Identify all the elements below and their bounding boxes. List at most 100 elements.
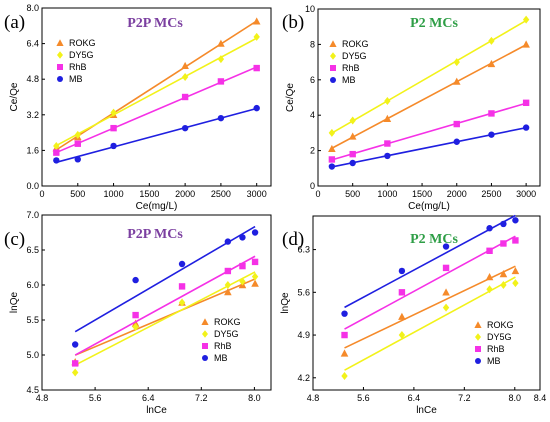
x-axis-label: lnCe: [146, 405, 167, 416]
x-tick-label: 3000: [516, 189, 536, 199]
legend-marker-mb: [475, 358, 481, 364]
panel-a: 0 500 1000 1500 2000 2500 3000 0.0 1.6 3.2 4.8 6.4 8…: [4, 3, 272, 212]
data-point-rhb-square: [349, 150, 356, 158]
legend: ROKG DY5G RhB MB: [201, 317, 241, 363]
y-tick-label: 5.0: [26, 350, 39, 360]
data-point-mb-circle: [398, 267, 406, 275]
x-tick-label: 8.0: [248, 393, 261, 403]
data-point-dy5g-diamond: [74, 130, 81, 139]
data-point-rhb-square: [328, 156, 336, 163]
data-point-rhb-square: [132, 311, 139, 319]
legend-label: RhB: [69, 62, 87, 72]
y-tick-label: 2: [310, 146, 315, 156]
panel-label: (a): [4, 12, 25, 33]
data-point-rokg-triangle: [251, 279, 259, 287]
x-axis-label: Ce(mg/L): [136, 201, 178, 212]
x-tick-label: 500: [345, 189, 360, 199]
y-tick-label: 4: [310, 110, 315, 120]
data-point-dy5g-diamond: [522, 15, 530, 24]
data-point-rhb-square: [53, 149, 60, 156]
data-point-mb-circle: [328, 163, 336, 170]
data-point-dy5g-diamond: [328, 128, 336, 137]
panel-label: (d): [282, 229, 304, 250]
x-tick-label: 0: [315, 189, 320, 199]
data-point-rokg-triangle: [499, 270, 508, 278]
y-axis-label: lnQe: [9, 292, 20, 314]
legend-label: RhB: [487, 344, 505, 354]
data-point-rhb-square: [486, 247, 493, 254]
data-point-rokg-triangle: [224, 288, 232, 296]
data-point-dy5g-diamond: [217, 55, 225, 64]
fit-line-rhb: [55, 66, 258, 154]
data-point-rokg-triangle: [452, 77, 461, 85]
legend-label: MB: [342, 75, 356, 85]
data-point-dy5g-diamond: [442, 303, 450, 312]
legend-label: ROKG: [342, 39, 369, 49]
data-point-mb-circle: [384, 152, 391, 160]
panel-title: P2P MCs: [127, 227, 183, 242]
data-point-mb-circle: [488, 131, 495, 138]
data-point-mb-circle: [132, 276, 139, 284]
y-tick-label: 8: [310, 39, 315, 49]
data-point-rhb-square: [74, 140, 81, 147]
y-tick-label: 4.2: [297, 373, 310, 383]
data-point-dy5g-diamond: [224, 281, 232, 289]
data-point-rhb-square: [384, 140, 391, 147]
y-tick-label: 10: [305, 4, 315, 14]
plot-frame: [41, 214, 272, 391]
panel-title: P2P MCs: [127, 16, 183, 31]
data-point-rhb-square: [71, 360, 79, 367]
data-point-rokg-triangle: [485, 273, 494, 281]
x-tick-label: 1000: [104, 189, 124, 199]
panel-label: (c): [4, 229, 25, 250]
x-tick-label: 6.4: [142, 393, 155, 403]
y-tick-label: 1.6: [26, 145, 39, 155]
y-tick-label: 4.9: [297, 330, 310, 340]
data-point-mb-circle: [500, 220, 507, 228]
y-tick-label: 6.4: [26, 39, 39, 49]
y-tick-label: 0.0: [26, 181, 39, 191]
legend-marker-dy5g: [57, 51, 63, 59]
x-tick-label: 7.2: [458, 393, 471, 403]
legend-marker-rhb: [330, 65, 336, 71]
fit-line-mb: [344, 214, 516, 309]
data-point-dy5g-diamond: [132, 323, 139, 331]
data-point-mb-circle: [251, 229, 259, 236]
legend-label: ROKG: [214, 317, 241, 327]
data-point-dy5g-diamond: [53, 141, 60, 150]
data-point-rokg-triangle: [348, 132, 357, 140]
data-point-rhb-square: [522, 99, 530, 107]
legend-label: ROKG: [487, 320, 514, 330]
data-point-dy5g-diamond: [71, 368, 79, 377]
data-point-mb-circle: [522, 124, 530, 131]
data-point-mb-circle: [253, 104, 260, 112]
panel-c: 4.8 5.6 6.4 7.2 8.0 4.5 5.0 5.5 6.0 6.5 7.0 lnCe lnQ…: [4, 210, 272, 416]
data-point-rokg-triangle: [252, 17, 261, 25]
data-point-rokg-triangle: [398, 312, 406, 320]
legend: ROKG DY5G RhB MB: [56, 38, 96, 84]
data-point-mb-circle: [239, 234, 246, 241]
data-point-rhb-square: [512, 237, 519, 244]
data-point-dy5g-diamond: [341, 371, 348, 380]
data-point-rokg-triangle: [340, 349, 349, 357]
legend-marker-rhb: [57, 64, 63, 70]
data-point-dy5g-diamond: [488, 36, 495, 45]
y-tick-label: 0: [310, 181, 315, 191]
legend-marker-rokg: [474, 321, 482, 328]
y-tick-label: 6: [310, 75, 315, 85]
fit-line-dy5g: [55, 37, 258, 147]
data-point-rhb-square: [217, 78, 225, 85]
panel-title: P2 MCs: [410, 232, 458, 247]
legend-marker-rokg: [201, 318, 209, 325]
data-point-rokg-triangle: [181, 61, 189, 70]
data-point-rhb-square: [178, 283, 186, 290]
x-tick-label: 1500: [139, 189, 159, 199]
data-point-rhb-square: [224, 267, 232, 275]
data-point-rhb-square: [488, 110, 495, 117]
data-point-mb-circle: [217, 114, 225, 122]
x-axis-label: Ce(mg/L): [408, 201, 450, 212]
y-tick-label: 4.5: [26, 385, 39, 395]
x-tick-label: 4.8: [307, 393, 320, 403]
data-point-mb-circle: [181, 124, 189, 132]
data-point-rhb-square: [453, 120, 460, 128]
